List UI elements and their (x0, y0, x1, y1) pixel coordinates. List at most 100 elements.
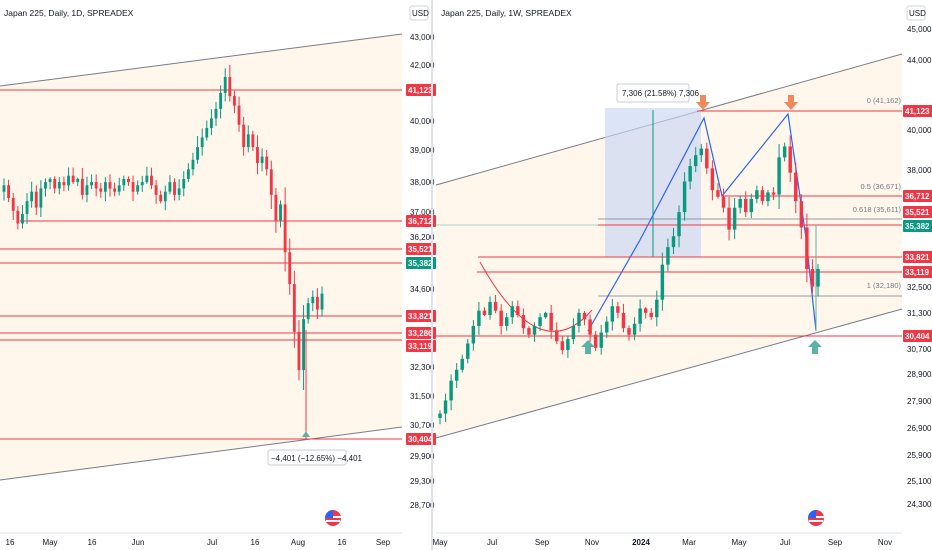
price-tag: 36,712 (406, 215, 436, 227)
candle-body (443, 400, 448, 414)
price-tag-label: 33,821 (408, 312, 433, 321)
panel-1: 43,000 42,000 40,000 39,000 38,000 37,000 36,2… (0, 5, 436, 547)
candle-body (223, 76, 227, 93)
candle-body (90, 182, 93, 186)
candle-body (127, 178, 130, 183)
y-tick-label: 37,000 (410, 208, 435, 217)
candle-body (62, 182, 66, 186)
candle-body (810, 269, 815, 287)
candle-body (320, 293, 324, 310)
down-arrow-icon (788, 95, 794, 102)
y-tick-label: 28,700 (410, 501, 435, 510)
candle-body (671, 236, 676, 248)
fib-label: 1 (32,180) (867, 281, 902, 290)
candle-body (140, 182, 144, 186)
price-tag: 41,123 (406, 84, 436, 96)
candle-body (649, 312, 653, 318)
down-arrow-icon (784, 102, 798, 110)
x-tick-label: May (731, 538, 746, 547)
y-tick-label: 27,900 (907, 397, 932, 406)
x-tick-label: May (42, 538, 57, 547)
candle-body (205, 127, 209, 138)
candle-body (85, 185, 89, 195)
y-tick-label: 26,900 (907, 424, 932, 433)
price-tag-bg (406, 433, 436, 445)
candle-body (532, 325, 537, 335)
candle-body (760, 190, 765, 202)
candle-body (306, 303, 310, 320)
candle-body (816, 269, 820, 287)
candle-body (44, 182, 47, 189)
y-tick-label: 32,500 (907, 283, 932, 292)
target-arrow-icon (302, 431, 310, 437)
candle-body (168, 182, 172, 192)
price-tag-bg (903, 190, 932, 202)
candle-body (655, 299, 659, 318)
price-tag-bg (406, 215, 436, 227)
candle-body (732, 207, 737, 230)
candle-body (477, 310, 481, 326)
candle-body (108, 182, 112, 189)
candle-body (30, 191, 34, 202)
candle-body (716, 190, 720, 197)
candle-body (799, 201, 804, 228)
candle-body (302, 319, 305, 371)
price-tag-label: 33,286 (408, 329, 433, 338)
y-tick-label: 29,300 (410, 477, 435, 486)
y-tick-label: 29,900 (410, 452, 435, 461)
candle-body (482, 310, 487, 316)
price-tag: 35,521 (406, 243, 436, 255)
candle-body (136, 185, 140, 192)
flag-stripe (809, 520, 823, 522)
candle-body (237, 105, 241, 125)
candle-body (279, 204, 282, 221)
x-tick-label: Jul (487, 538, 497, 547)
panel-2: 45,00044,00040,00038,00034,60032,50031,3… (432, 5, 932, 547)
candle-body (510, 306, 514, 318)
candle-body (571, 325, 576, 340)
currency-label: USD (412, 9, 429, 18)
candle-body (449, 380, 453, 401)
candle-body (191, 159, 195, 170)
candle-body (616, 306, 620, 313)
candle-body (677, 212, 681, 237)
candle-body (154, 185, 158, 195)
y-tick-label: 39,000 (410, 146, 435, 155)
candle-body (666, 247, 670, 265)
candle-body (521, 315, 526, 329)
candle-body (251, 134, 255, 148)
candle-body (48, 178, 52, 183)
x-tick-label: Jul (780, 538, 790, 547)
candle-body (113, 188, 117, 192)
annotation-label: −4,401 (−12.65%) −4,401 (271, 454, 363, 463)
y-tick-label: 31,500 (410, 392, 435, 401)
flag-stripe (326, 520, 340, 522)
us-flag-icon (808, 510, 824, 526)
candle-body (7, 185, 11, 199)
candle-body (242, 124, 246, 148)
y-tick-label: 43,000 (410, 33, 435, 42)
annotation-label: 7,306 (21.58%) 7,306 (622, 89, 699, 98)
price-tag-bg (406, 310, 436, 322)
candle-body (454, 369, 459, 381)
price-tag-bg (903, 266, 932, 278)
y-tick-label: 44,000 (907, 56, 932, 65)
candle-body (25, 201, 29, 214)
candle-body (177, 188, 181, 195)
candle-body (209, 118, 213, 128)
x-tick-label: 2024 (632, 538, 650, 547)
x-tick-label: Jun (132, 538, 145, 547)
candle-body (577, 312, 581, 326)
candle-body (292, 284, 296, 332)
x-tick-label: Nov (878, 538, 892, 547)
candle-body (755, 190, 759, 199)
candle-body (297, 331, 301, 371)
candle-body (131, 182, 135, 192)
candle-body (560, 341, 565, 351)
x-tick-label: 16 (88, 538, 97, 547)
y-tick-label: 40,000 (410, 117, 435, 126)
candle-body (173, 182, 176, 195)
candle-body (555, 330, 559, 342)
candle-body (34, 191, 38, 208)
candle-body (182, 178, 186, 189)
